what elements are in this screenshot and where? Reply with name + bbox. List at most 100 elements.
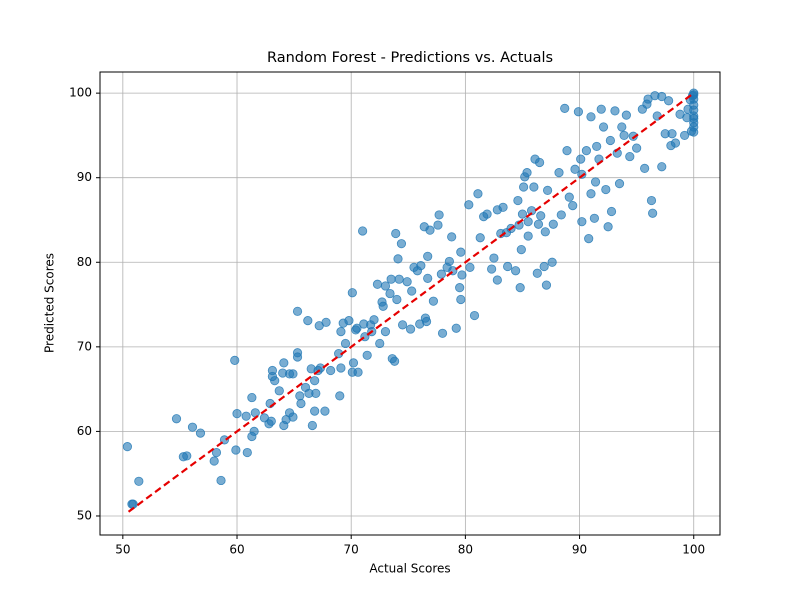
y-tick-label: 90: [77, 170, 92, 184]
point: [603, 222, 613, 232]
point: [394, 274, 404, 284]
point: [482, 209, 492, 219]
y-tick-label: 80: [77, 255, 92, 269]
point: [296, 398, 306, 409]
plot-frame: [99, 71, 721, 536]
point: [465, 262, 475, 272]
point: [321, 317, 331, 327]
point: [516, 244, 526, 255]
point: [270, 376, 280, 386]
y-tick-label: 100: [69, 86, 92, 100]
point: [568, 201, 578, 211]
point: [434, 210, 444, 220]
point: [423, 251, 433, 261]
point: [250, 408, 260, 418]
point: [689, 105, 699, 115]
point: [303, 316, 313, 326]
point: [564, 192, 574, 202]
point: [523, 217, 533, 227]
point: [475, 233, 485, 243]
point: [536, 211, 546, 221]
point: [473, 189, 483, 199]
point: [534, 157, 545, 168]
point: [195, 428, 206, 438]
point: [187, 422, 198, 432]
point: [605, 135, 615, 146]
point: [657, 91, 667, 102]
point: [584, 233, 594, 244]
point: [380, 281, 391, 291]
point: [211, 447, 222, 458]
point: [487, 264, 497, 274]
point: [492, 275, 502, 285]
point: [344, 316, 354, 326]
point: [397, 320, 408, 330]
point: [592, 141, 602, 152]
point: [503, 261, 513, 272]
chart-title: Random Forest - Predictions vs. Actuals: [267, 50, 553, 66]
point: [340, 338, 351, 349]
point: [489, 253, 499, 263]
point: [514, 220, 524, 230]
point: [375, 338, 385, 349]
point: [423, 273, 433, 283]
point: [596, 104, 606, 114]
point: [455, 283, 465, 293]
point: [451, 323, 461, 333]
point: [573, 107, 584, 117]
point: [447, 232, 457, 242]
point: [171, 414, 182, 424]
point: [511, 266, 521, 276]
point: [542, 185, 553, 195]
point: [586, 112, 596, 122]
point: [249, 426, 259, 437]
point: [628, 131, 638, 141]
point: [232, 409, 242, 419]
point: [428, 296, 439, 306]
point: [292, 352, 303, 362]
point: [529, 182, 539, 192]
point: [606, 206, 617, 217]
point: [307, 420, 317, 431]
point: [533, 219, 544, 229]
point: [405, 324, 416, 334]
point: [667, 129, 677, 139]
point: [433, 220, 443, 230]
reference-line: [127, 92, 695, 513]
point: [519, 182, 529, 192]
point: [378, 301, 388, 311]
point: [436, 269, 446, 279]
x-tick-label: 70: [344, 543, 359, 557]
point: [347, 288, 357, 298]
point: [386, 274, 396, 284]
point: [335, 391, 345, 401]
point: [601, 184, 611, 195]
point: [570, 164, 580, 174]
point: [586, 189, 596, 199]
point: [632, 143, 642, 153]
point: [498, 202, 508, 212]
point: [389, 356, 400, 366]
point: [279, 358, 289, 368]
point: [576, 154, 586, 164]
point: [625, 151, 635, 162]
point: [515, 283, 525, 293]
point: [358, 226, 368, 236]
point: [598, 122, 609, 132]
x-tick-label: 50: [115, 543, 130, 557]
point: [619, 130, 629, 141]
point: [640, 163, 650, 174]
x-tick-label: 100: [682, 543, 705, 557]
point: [336, 327, 346, 337]
point: [230, 355, 240, 365]
point: [292, 306, 303, 316]
point: [391, 228, 401, 239]
point: [266, 416, 276, 426]
point: [402, 277, 412, 287]
point: [621, 110, 631, 120]
point: [444, 256, 454, 267]
point: [617, 122, 627, 132]
y-tick-label: 60: [77, 424, 92, 438]
point: [336, 363, 346, 373]
